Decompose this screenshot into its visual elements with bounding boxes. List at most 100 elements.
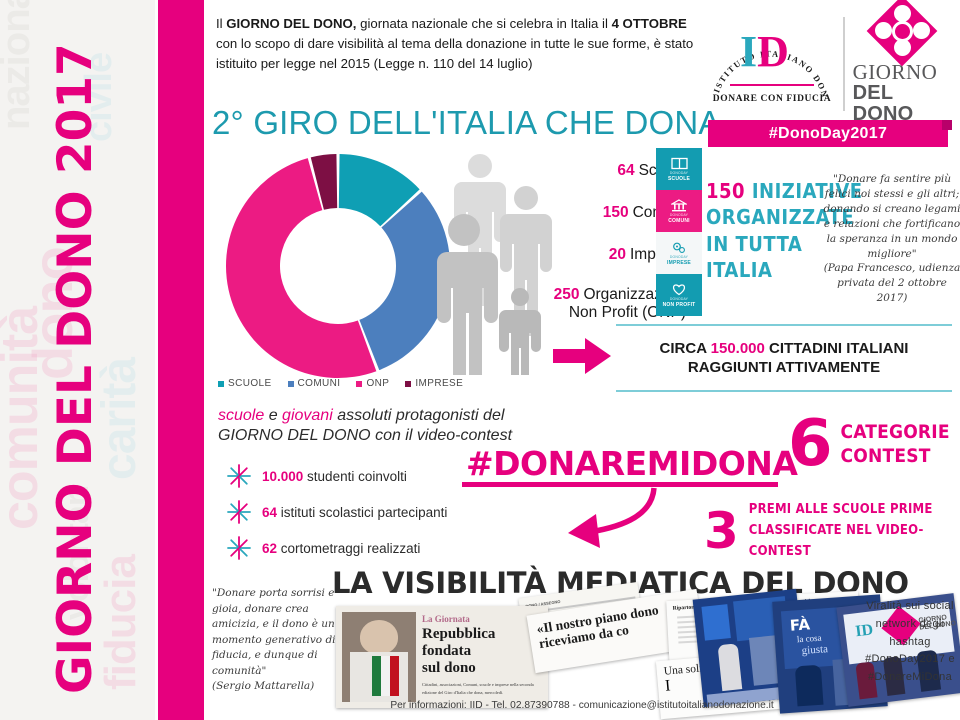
mattarella-quote: "Donare porta sorrisi e gioia, donare cr… — [212, 586, 340, 695]
gd-line-2: DEL DONO — [852, 82, 914, 125]
intro-text-a: Il — [216, 16, 227, 31]
bullet-label-1: studenti coinvolti — [303, 468, 407, 484]
prizes-block: 3 PREMI ALLE SCUOLE PRIME CLASSIFICATE N… — [704, 500, 960, 562]
intro-text-c: giornata nazionale che si celebra in Ita… — [356, 16, 612, 31]
iid-monogram: ID — [740, 30, 789, 74]
legend-label-scuole: SCUOLE — [228, 378, 272, 389]
badge-imprese[interactable]: DONODAY IMPRESE — [656, 232, 702, 274]
bullet-item: 64 istituti scolastici partecipanti — [226, 494, 546, 530]
iid-underline — [730, 84, 814, 86]
bullet-item: 62 cortometraggi realizzati — [226, 530, 546, 566]
banner-title: GIORNO DEL DONO 2017 — [48, 43, 103, 694]
badge-label-imprese: IMPRESE — [667, 259, 691, 266]
prizes-number: 3 — [704, 501, 739, 560]
badge-label-scuole: SCUOLE — [667, 175, 691, 182]
initiatives-block: 150 INIZIATIVE ORGANIZZATE IN TUTTA ITAL… — [706, 178, 866, 284]
bullet-item: 10.000 studenti coinvolti — [226, 458, 546, 494]
iid-letter-i: I — [740, 27, 758, 76]
heart-icon — [672, 283, 686, 295]
banner-subtitle-rotated: powered by ISTITUTO ITALIANO DELLA DONAZ… — [141, 0, 155, 720]
categories-line1: CATEGORIE — [840, 420, 950, 443]
diamond-center-icon — [891, 21, 913, 42]
bullet-label-3: cortometraggi realizzati — [277, 540, 421, 556]
asterisk-icon — [227, 464, 251, 488]
main-content: Il GIORNO DEL DONO, giornata nazionale c… — [204, 0, 960, 720]
categories-block: 6 CATEGORIE CONTEST — [788, 412, 950, 477]
initiatives-line3: IN TUTTA ITALIA — [706, 231, 803, 283]
chart-legend: SCUOLE COMUNI ONP IMPRESE — [218, 378, 463, 389]
legend-item: SCUOLE — [218, 378, 272, 389]
ribbon-fold-shape — [942, 120, 952, 130]
press-clippings: DONO / ASSEGNO La Giornata Repubblica — [336, 581, 960, 720]
stat-value-scuole: 64 — [617, 161, 635, 179]
schools-lead-rest: assoluti protagonisti del — [332, 407, 505, 424]
gd-line-1: GIORNO — [852, 60, 938, 84]
logo-divider — [843, 17, 845, 111]
building-icon — [671, 198, 687, 211]
page-title: 2° GIRO DELL'ITALIA CHE DONA — [212, 104, 721, 141]
clipping-kicker: La Giornata — [422, 614, 470, 624]
intro-text-e: con lo scopo di dare visibilità al tema … — [216, 36, 694, 72]
pope-quote-attribution: (Papa Francesco, udienza privata del 2 o… — [823, 262, 960, 305]
category-badges: DONODAY SCUOLE DONODAY COMUNI — [656, 148, 702, 316]
bullet-value-3: 62 — [262, 540, 278, 556]
iid-tagline: DONARE CON FIDUCIA — [712, 94, 832, 104]
categories-line2: CONTEST — [840, 445, 931, 468]
badge-label-nonprofit: NON PROFIT — [662, 301, 696, 308]
intro-paragraph: Il GIORNO DEL DONO, giornata nazionale c… — [216, 14, 696, 74]
right-arrow-icon — [553, 338, 611, 374]
badge-label-comuni: COMUNI — [668, 217, 690, 224]
donut-slice-scuole — [338, 154, 420, 227]
left-banner: nazionale civile dono carità comunità vo… — [0, 0, 155, 720]
reach-line2: RAGGIUNTI ATTIVAMENTE — [687, 359, 881, 376]
donut-chart — [222, 150, 462, 382]
schools-lead-pink2: giovani — [282, 407, 333, 424]
badge-non-profit[interactable]: DONODAY NON PROFIT — [656, 274, 702, 316]
banner-title-rotated: GIORNO DEL DONO 2017 — [0, 0, 153, 720]
asterisk-icon — [227, 536, 251, 560]
legend-label-comuni: COMUNI — [297, 378, 341, 389]
book-icon — [670, 157, 688, 169]
people-silhouettes-icon — [437, 154, 552, 375]
stat-value-imprese: 20 — [608, 245, 626, 263]
legend-swatch-imprese — [405, 380, 412, 387]
footer-contact: Per informazioni: IID - Tel. 02.87390788… — [390, 700, 774, 711]
legend-swatch-scuole — [218, 380, 224, 387]
bullet-label-2: istituti scolastici partecipanti — [277, 504, 448, 520]
donut-slice-imprese — [310, 154, 338, 210]
legend-swatch-comuni — [287, 380, 294, 387]
stat-value-onp: 250 — [553, 286, 580, 303]
badge-comuni[interactable]: DONODAY COMUNI — [656, 190, 702, 232]
hashtag-ribbon: #DonoDay2017 — [708, 120, 948, 147]
pink-accent-bar — [158, 0, 204, 720]
legend-item: IMPRESE — [405, 378, 463, 389]
pope-quote-text: "Donare fa sentire più felici noi stessi… — [823, 173, 960, 260]
prizes-line1: PREMI ALLE SCUOLE PRIME — [748, 502, 933, 517]
clipping-headline-3: sul dono — [422, 659, 476, 676]
reach-pre: CIRCA — [659, 339, 711, 357]
badge-kicker-comuni: DONODAY — [669, 212, 689, 217]
hashtag-underline — [462, 482, 778, 487]
badge-scuole[interactable]: DONODAY SCUOLE — [656, 148, 702, 190]
schools-lead-line2: GIORNO DEL DONO con il video-contest — [218, 427, 513, 445]
reach-post: CITTADINI ITALIANI — [764, 339, 909, 357]
initiatives-word: INIZIATIVE — [751, 179, 863, 203]
schools-bullet-list: 10.000 studenti coinvolti 64 istituti sc… — [226, 458, 546, 566]
legend-swatch-onp — [356, 380, 363, 387]
gd-wordmark: GIORNO DEL DONO — [852, 60, 957, 125]
intro-text-b: GIORNO DEL DONO, — [226, 16, 357, 31]
donut-slice-onp — [226, 158, 377, 378]
schools-lead-mid: e — [264, 407, 283, 424]
hashtag-ribbon-label: #DonoDay2017 — [768, 124, 888, 142]
giornodeldono-logo: GIORNO DEL DONO — [853, 0, 952, 124]
stat-value-comuni: 150 — [602, 203, 629, 221]
donut-slice-comuni — [359, 191, 450, 371]
schools-lead: scuole e giovani assoluti protagonisti d… — [218, 406, 548, 447]
clipping-repubblica: La Giornata Repubblica fondata sul dono … — [336, 606, 548, 708]
prizes-line2: CLASSIFICATE NEL VIDEO-CONTEST — [748, 522, 924, 559]
contest-hashtag: #DONAREMIDONA — [466, 444, 798, 483]
asterisk-icon — [227, 500, 251, 524]
reach-callout: CIRCA 150.000 CITTADINI ITALIANI RAGGIUN… — [616, 324, 952, 392]
mattarella-quote-text: "Donare porta sorrisi e gioia, donare cr… — [212, 587, 336, 677]
